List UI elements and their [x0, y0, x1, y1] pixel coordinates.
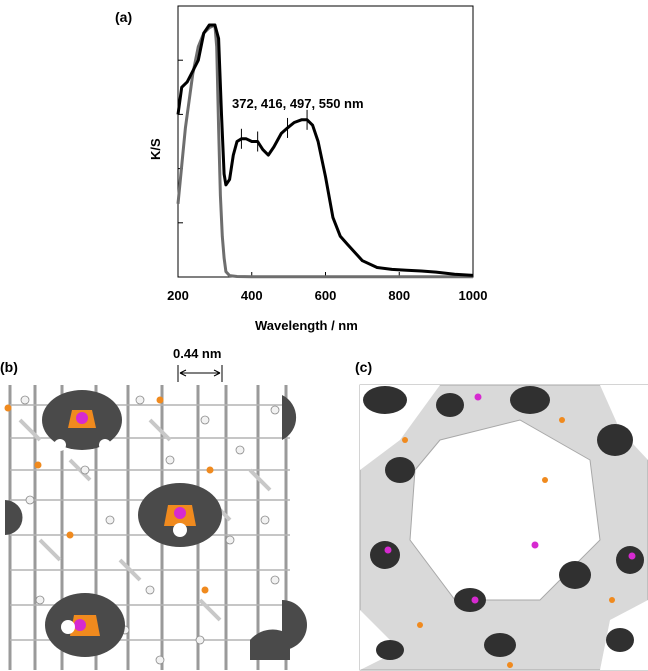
- x-tick-label: 800: [388, 288, 410, 303]
- peak-markers: [240, 109, 308, 152]
- panel-b-cluster-bottom: [45, 593, 125, 657]
- scale-bar: [177, 365, 223, 382]
- panel-c-accent-atoms: [384, 393, 636, 668]
- panel-b-label: (b): [0, 359, 18, 375]
- panel-a-label: (a): [115, 9, 132, 25]
- x-tick-label: 600: [315, 288, 337, 303]
- series-group: [176, 23, 474, 279]
- panel-a: (a) 200 400 600 800 1000 372, 416, 497, 550 …: [115, 5, 487, 333]
- x-tick-label: 400: [241, 288, 263, 303]
- x-tick-label: 1000: [459, 288, 488, 303]
- panel-b-cluster-middle: [138, 483, 222, 547]
- panel-b: (b): [0, 346, 307, 670]
- panel-c: (c): [355, 359, 648, 671]
- peak-annotation: 372, 416, 497, 550 nm: [232, 96, 364, 111]
- x-axis-label: Wavelength / nm: [255, 318, 358, 333]
- panel-c-dark-clusters: [363, 386, 644, 660]
- panel-b-edge-clusters: [5, 395, 307, 660]
- panel-c-label: (c): [355, 359, 372, 375]
- scale-bar-label: 0.44 nm: [173, 346, 221, 361]
- x-tick-label: 200: [167, 288, 189, 303]
- x-axis-tick-labels: 200 400 600 800 1000: [167, 288, 487, 303]
- series-line-grey: [176, 23, 473, 279]
- panel-b-orange-atoms: [4, 396, 214, 594]
- series-line-black: [176, 23, 474, 277]
- panel-b-cluster-top: [42, 390, 122, 451]
- y-axis-label: K/S: [148, 138, 163, 160]
